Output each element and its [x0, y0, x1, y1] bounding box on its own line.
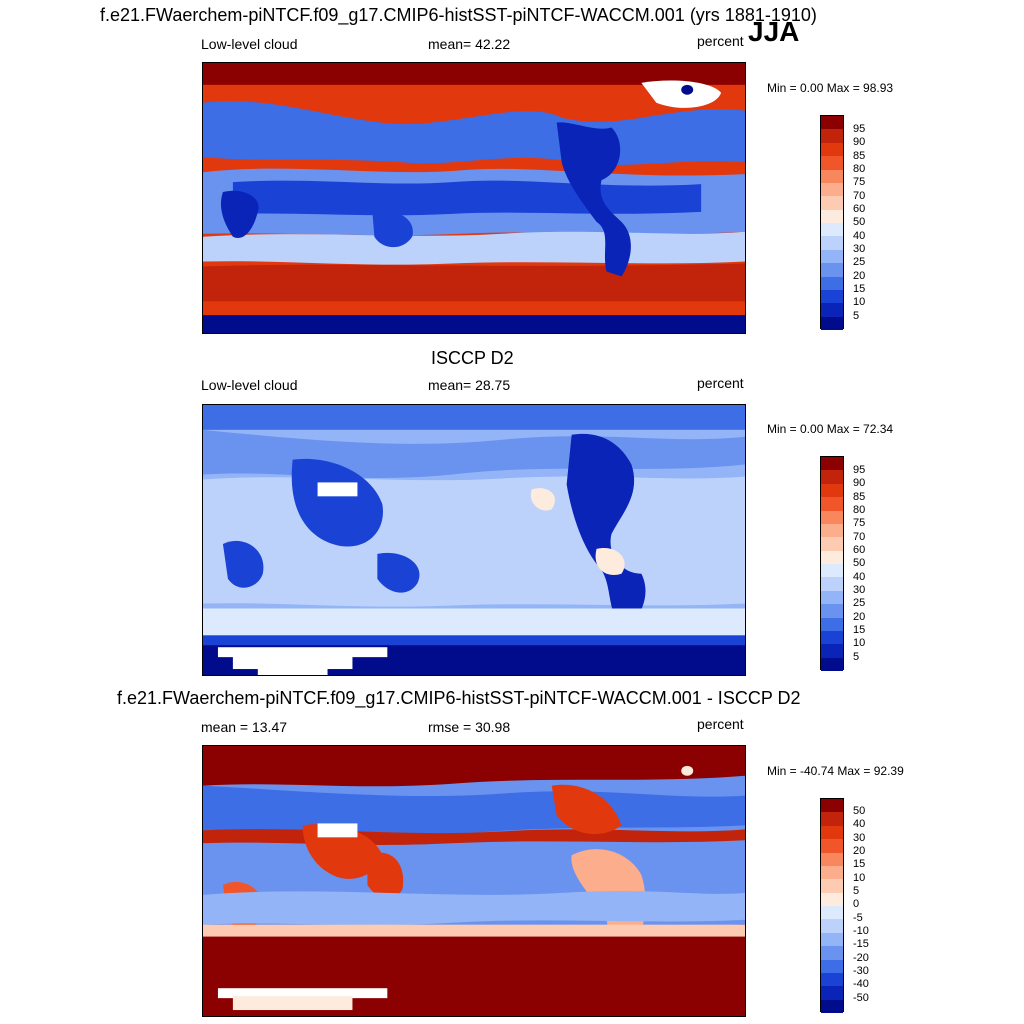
colorbar-tick: 10: [853, 637, 866, 649]
panel3-map-plot: [203, 746, 745, 1016]
colorbar-tick: 25: [853, 256, 866, 268]
colorbar-tick: 60: [853, 544, 866, 556]
colorbar-tick: -5: [853, 912, 863, 924]
panel1-variable-label: Low-level cloud: [201, 36, 298, 52]
colorbar-tick: -30: [853, 965, 869, 977]
colorbar-tick: 70: [853, 190, 866, 202]
panel1-units-label: percent: [697, 33, 744, 49]
colorbar-tick: 85: [853, 491, 866, 503]
panel3-map: [202, 745, 746, 1017]
panel3-colorbar: [820, 798, 844, 1013]
colorbar-tick: 15: [853, 283, 866, 295]
colorbar-tick: 0: [853, 898, 860, 910]
panel3-units-label: percent: [697, 716, 744, 732]
panel2-colorbar: [820, 456, 844, 671]
colorbar-tick: 95: [853, 464, 866, 476]
colorbar-tick: 30: [853, 243, 866, 255]
colorbar-tick: 75: [853, 517, 866, 529]
colorbar-tick: 80: [853, 504, 866, 516]
panel2-variable-label: Low-level cloud: [201, 377, 298, 393]
colorbar-tick: -40: [853, 978, 869, 990]
colorbar-tick: 95: [853, 123, 866, 135]
panel2-title: ISCCP D2: [431, 348, 514, 368]
panel1-map-plot: [203, 63, 745, 333]
colorbar-tick: 60: [853, 203, 866, 215]
colorbar-tick: 40: [853, 571, 866, 583]
panel1-minmax-label: Min = 0.00 Max = 98.93: [767, 81, 894, 95]
season-label: JJA: [748, 16, 800, 47]
panel2-mean-label: mean= 28.75: [428, 377, 511, 393]
colorbar-tick: 50: [853, 216, 866, 228]
panel1-title: f.e21.FWaerchem-piNTCF.f09_g17.CMIP6-his…: [100, 5, 817, 25]
colorbar-tick: -50: [853, 992, 869, 1004]
colorbar-tick: 5: [853, 885, 860, 897]
colorbar-tick: 75: [853, 176, 866, 188]
panel3-minmax-label: Min = -40.74 Max = 92.39: [767, 764, 904, 778]
colorbar-tick: -15: [853, 938, 869, 950]
colorbar-tick: 15: [853, 624, 866, 636]
panel3-rmse-label: rmse = 30.98: [428, 719, 511, 735]
colorbar-tick: 90: [853, 136, 866, 148]
panel1-mean-label: mean= 42.22: [428, 36, 511, 52]
colorbar-tick: 10: [853, 872, 866, 884]
panel2-units-label: percent: [697, 375, 744, 391]
panel2-map-plot: [203, 405, 745, 675]
colorbar-tick: 50: [853, 557, 866, 569]
panel2-map: [202, 404, 746, 676]
colorbar-tick: 40: [853, 818, 866, 830]
panel3-mean-label: mean = 13.47: [201, 719, 288, 735]
colorbar-tick: 85: [853, 150, 866, 162]
panel1-colorbar: [820, 115, 844, 330]
colorbar-tick: -20: [853, 952, 869, 964]
colorbar-tick: 30: [853, 584, 866, 596]
panel2-minmax-label: Min = 0.00 Max = 72.34: [767, 422, 894, 436]
colorbar-tick: 30: [853, 832, 866, 844]
colorbar-tick: 5: [853, 651, 860, 663]
colorbar-tick: 20: [853, 845, 866, 857]
panel1-map: [202, 62, 746, 334]
colorbar-tick: 25: [853, 597, 866, 609]
colorbar-tick: 5: [853, 310, 860, 322]
colorbar-tick: 15: [853, 858, 866, 870]
colorbar-tick: 80: [853, 163, 866, 175]
panel3-title: f.e21.FWaerchem-piNTCF.f09_g17.CMIP6-his…: [117, 688, 801, 708]
colorbar-tick: 20: [853, 270, 866, 282]
colorbar-tick: 90: [853, 477, 866, 489]
colorbar-tick: 20: [853, 611, 866, 623]
colorbar-tick: 50: [853, 805, 866, 817]
colorbar-tick: -10: [853, 925, 869, 937]
colorbar-tick: 40: [853, 230, 866, 242]
colorbar-tick: 70: [853, 531, 866, 543]
colorbar-tick: 10: [853, 296, 866, 308]
